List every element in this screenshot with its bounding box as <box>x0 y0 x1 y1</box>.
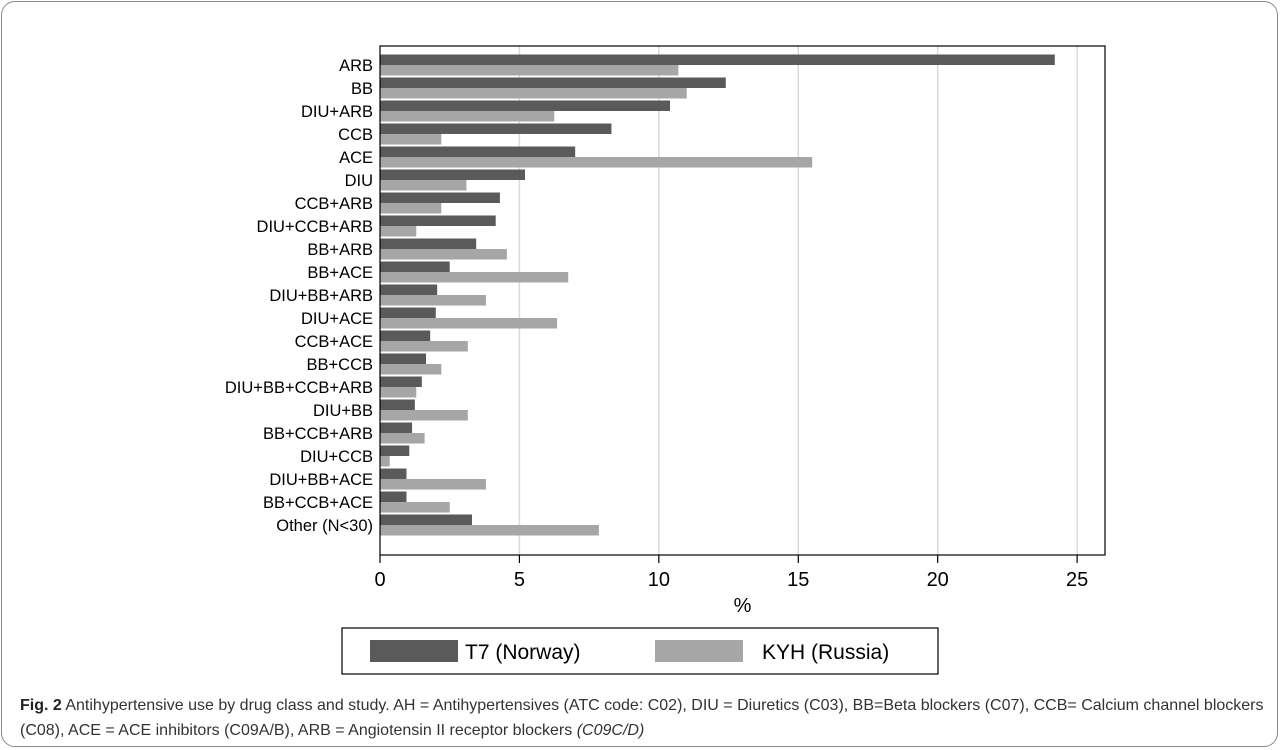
bar <box>380 192 500 203</box>
legend-swatch <box>370 640 458 662</box>
caption-text: Antihypertensive use by drug class and s… <box>20 697 1264 739</box>
category-label: Other (N<30) <box>276 517 373 535</box>
bar <box>380 134 442 145</box>
bar <box>380 180 467 191</box>
bar <box>380 261 450 272</box>
bar <box>380 410 468 421</box>
category-label: DIU+CCB <box>300 448 373 466</box>
category-label: DIU+CCB+ARB <box>257 218 373 236</box>
bar <box>380 169 525 180</box>
bar <box>380 502 450 513</box>
x-tick-label: 25 <box>1066 569 1088 591</box>
figure-label: Fig. 2 <box>20 697 62 714</box>
bar <box>380 433 425 444</box>
bar <box>380 525 599 536</box>
category-label: BB+CCB+ARB <box>263 425 373 443</box>
category-label: DIU+BB+ACE <box>269 471 373 489</box>
category-label: CCB <box>338 126 373 144</box>
gridlines <box>518 46 1078 555</box>
bar <box>380 88 687 99</box>
x-tick-label: 5 <box>514 569 525 591</box>
category-label: BB+ARB <box>307 241 373 259</box>
bar <box>380 330 431 341</box>
category-label: BB+CCB+ACE <box>263 494 373 512</box>
category-label: DIU+BB <box>313 402 373 420</box>
bar <box>380 249 507 260</box>
bar <box>380 77 726 88</box>
bar <box>380 284 438 295</box>
category-label: DIU+BB+CCB+ARB <box>225 379 373 397</box>
x-tick-label: 20 <box>927 569 949 591</box>
legend-swatch <box>655 640 743 662</box>
bar <box>380 307 436 318</box>
bar <box>380 272 569 283</box>
category-label: BB+CCB <box>307 356 373 374</box>
bar <box>380 157 813 168</box>
category-labels: ARB BB DIU+ARB CCB ACE DIU CCB+ARB DIU+CCB+ARB B… <box>225 57 373 535</box>
category-label: CCB+ARB <box>295 195 373 213</box>
bars <box>380 54 1055 536</box>
category-label: CCB+ACE <box>295 333 373 351</box>
category-label: BB+ACE <box>307 264 373 282</box>
category-label: DIU+BB+ARB <box>269 287 373 305</box>
bar <box>380 479 486 490</box>
bar <box>380 491 407 502</box>
bar <box>380 387 417 398</box>
bar <box>380 341 468 352</box>
bar <box>380 111 555 122</box>
bar <box>380 100 670 111</box>
bar <box>380 376 422 387</box>
x-tick-label: 10 <box>648 569 670 591</box>
x-tick-label: 0 <box>374 569 385 591</box>
x-tick-label: 15 <box>787 569 809 591</box>
bar <box>380 123 612 134</box>
bar <box>380 422 413 433</box>
bar <box>380 514 473 525</box>
bar <box>380 215 496 226</box>
legend-label: T7 (Norway) <box>465 641 581 664</box>
bar <box>380 54 1055 65</box>
category-label: DIU+ACE <box>301 310 373 328</box>
bar <box>380 238 477 249</box>
bar <box>380 318 558 329</box>
category-label: BB <box>351 80 373 98</box>
bar <box>380 456 390 467</box>
bar <box>380 295 486 306</box>
category-label: DIU <box>345 172 373 190</box>
category-label: ARB <box>339 57 373 75</box>
bar <box>380 203 442 214</box>
bar <box>380 226 417 237</box>
caption-italic-text: (C09C/D) <box>576 722 645 739</box>
legend: T7 (Norway) KYH (Russia) <box>341 627 939 675</box>
bar <box>380 65 679 76</box>
category-label: ACE <box>339 149 373 167</box>
bar <box>380 399 415 410</box>
legend-label: KYH (Russia) <box>762 641 889 664</box>
bar <box>380 364 442 375</box>
x-axis-label: % <box>734 595 752 617</box>
x-axis-ticks: 0 5 10 15 20 25 <box>374 555 1088 591</box>
bar-chart: ARB BB DIU+ARB CCB ACE DIU CCB+ARB DIU+CCB+ARB B… <box>225 45 1106 675</box>
bar <box>380 445 410 456</box>
bar <box>380 146 576 157</box>
bar <box>380 468 407 479</box>
plot-area <box>379 45 1106 556</box>
figure-caption: Fig. 2 Antihypertensive use by drug clas… <box>20 693 1265 743</box>
category-label: DIU+ARB <box>301 103 373 121</box>
bar <box>380 353 427 364</box>
